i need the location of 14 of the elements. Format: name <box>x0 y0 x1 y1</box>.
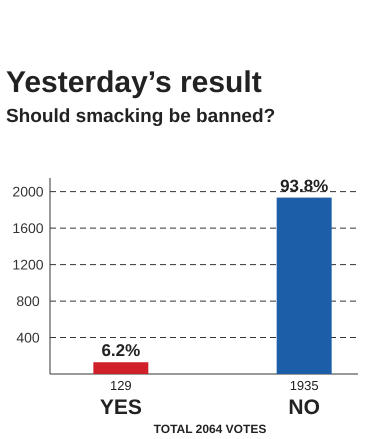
annotation: 6.2% <box>101 341 140 360</box>
x-tick-label: NO <box>288 396 320 419</box>
annotation: 93.8% <box>280 176 328 196</box>
text: TOTAL 2064 VOTES <box>154 422 266 436</box>
data-label: 129 <box>110 378 132 393</box>
x-tick-label: YES <box>100 396 142 419</box>
data-label: 1935 <box>290 378 319 393</box>
y-tick-label: 1200 <box>12 256 44 273</box>
y-tick-label: 800 <box>16 293 40 310</box>
chart-title: Yesterday’s result <box>6 66 262 99</box>
y-tick-label: 2000 <box>12 184 44 200</box>
chart-subtitle: Should smacking be banned? <box>6 106 276 127</box>
y-tick-label: 1600 <box>12 220 44 236</box>
y-tick-label: 400 <box>16 330 40 346</box>
